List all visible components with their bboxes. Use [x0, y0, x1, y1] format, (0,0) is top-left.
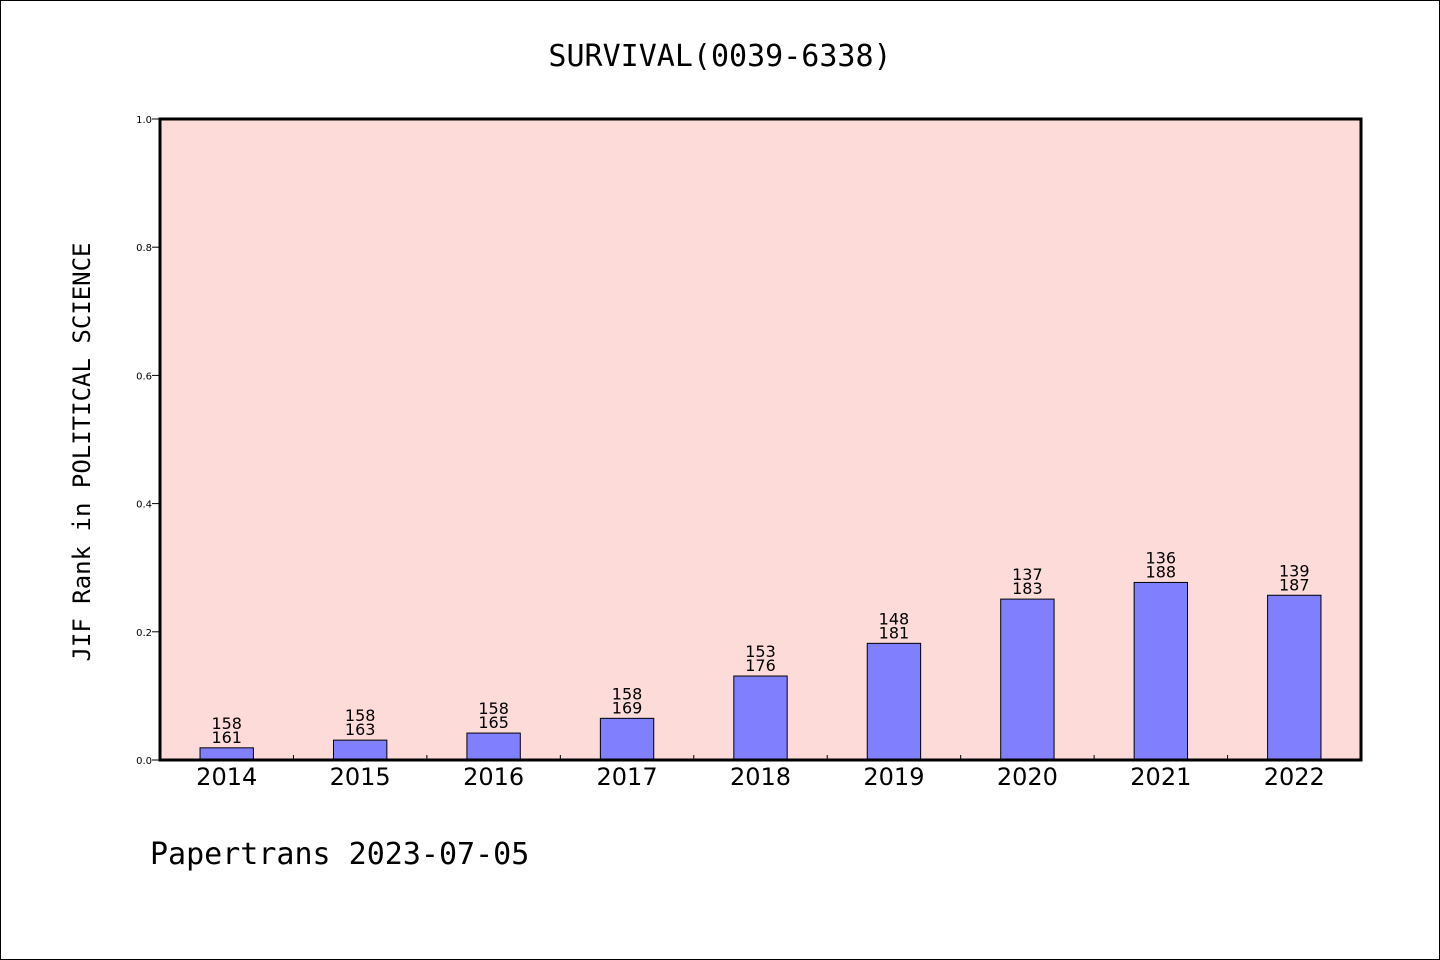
x-tick-label: 2015	[330, 763, 391, 791]
bar-2015	[332, 739, 388, 761]
total-label: 163	[345, 720, 376, 739]
rank-label: 158	[478, 699, 509, 718]
x-tick-label: 2021	[1130, 763, 1191, 791]
total-label: 176	[745, 656, 776, 675]
footer-text: Papertrans 2023-07-05	[150, 837, 529, 872]
rank-label: 137	[1012, 565, 1043, 584]
total-label: 181	[879, 623, 910, 642]
rank-label: 158	[345, 706, 376, 725]
x-tick-label: 2022	[1264, 763, 1325, 791]
bar-2019	[866, 642, 922, 761]
bar-2018	[733, 675, 788, 761]
chart-title: SURVIVAL(0039-6338)	[548, 39, 891, 74]
total-label: 169	[612, 698, 643, 717]
y-tick-label: 1.0	[136, 115, 152, 126]
y-axis-label: JIF Rank in POLITICAL SCIENCE	[68, 242, 96, 661]
y-tick-label: 0.8	[136, 243, 152, 254]
rank-label: 153	[745, 642, 776, 661]
plot-border	[158, 117, 1363, 762]
total-label: 187	[1279, 575, 1310, 594]
bar-2020	[1000, 598, 1055, 761]
x-tick-label: 2019	[863, 763, 924, 791]
x-tick-label: 2014	[196, 763, 257, 791]
x-tick-label: 2020	[997, 763, 1058, 791]
rank-label: 158	[612, 684, 643, 703]
rank-label: 139	[1279, 561, 1310, 580]
bar-2017	[599, 717, 655, 761]
total-label: 161	[211, 728, 242, 747]
x-tick-label: 2017	[597, 763, 658, 791]
rank-label: 148	[879, 609, 910, 628]
y-tick-label: 0.6	[136, 371, 152, 382]
bar-2014	[199, 747, 254, 761]
bar-2016	[466, 732, 521, 761]
bar-2022	[1267, 594, 1322, 761]
rank-label: 158	[211, 714, 242, 733]
total-label: 165	[478, 713, 509, 732]
y-tick-label: 0.4	[136, 500, 152, 511]
y-tick-label: 0.2	[136, 628, 152, 639]
rank-label: 136	[1146, 548, 1177, 567]
y-tick-label: 0.0	[136, 756, 152, 767]
total-label: 188	[1146, 562, 1177, 581]
x-tick-label: 2018	[730, 763, 791, 791]
bar-2021	[1133, 581, 1189, 761]
x-tick-label: 2016	[463, 763, 524, 791]
total-label: 183	[1012, 579, 1043, 598]
